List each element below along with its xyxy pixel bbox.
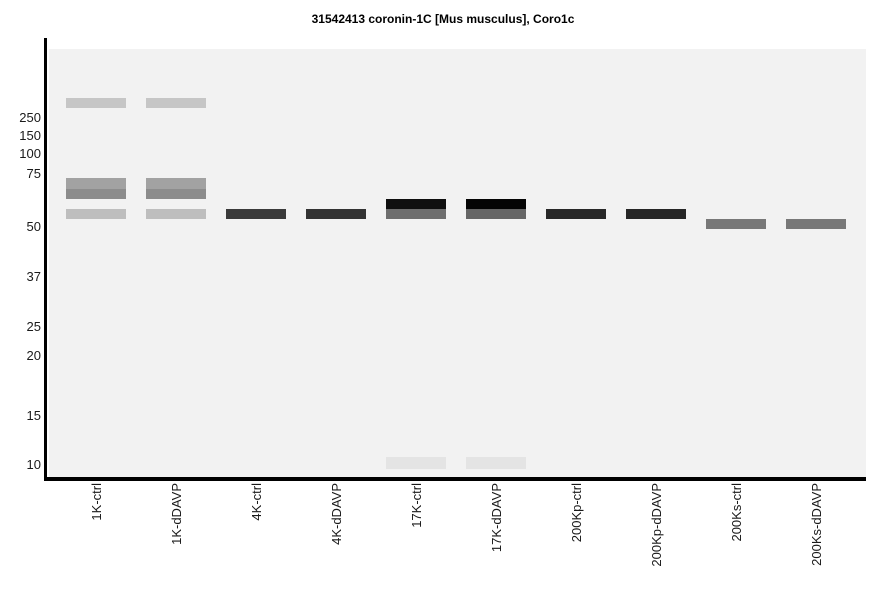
y-axis-line bbox=[44, 38, 47, 481]
lane-label: 200Kp-ctrl bbox=[568, 483, 584, 543]
mw-marker-label: 100 bbox=[19, 146, 41, 161]
lane-label: 200Ks-ctrl bbox=[728, 483, 744, 542]
gel-band bbox=[306, 209, 366, 219]
gel-band bbox=[386, 209, 446, 219]
lane-label: 200Kp-dDAVP bbox=[648, 483, 664, 567]
mw-marker-label: 25 bbox=[26, 319, 41, 334]
mw-marker-label: 50 bbox=[26, 219, 41, 234]
lane-label: 17K-dDAVP bbox=[488, 483, 504, 553]
gel-band bbox=[146, 178, 206, 189]
gel-band bbox=[546, 209, 606, 219]
gel-band bbox=[146, 98, 206, 108]
gel-band bbox=[786, 219, 846, 229]
gel-band bbox=[66, 209, 126, 219]
gel-band bbox=[706, 219, 766, 229]
gel-band bbox=[146, 189, 206, 199]
lane-label: 4K-dDAVP bbox=[328, 483, 344, 545]
lane-label: 17K-ctrl bbox=[408, 483, 424, 528]
gel-band bbox=[146, 209, 206, 219]
mw-marker-label: 10 bbox=[26, 457, 41, 472]
chart-title: 31542413 coronin-1C [Mus musculus], Coro… bbox=[311, 12, 575, 26]
gel-band bbox=[226, 209, 286, 219]
lane-label: 1K-dDAVP bbox=[168, 483, 184, 545]
gel-plot-area bbox=[49, 49, 866, 477]
mw-marker-label: 75 bbox=[26, 166, 41, 181]
mw-marker-label: 250 bbox=[19, 110, 41, 125]
gel-band bbox=[466, 199, 526, 209]
lane-label: 200Ks-dDAVP bbox=[808, 483, 824, 566]
gel-band bbox=[66, 178, 126, 189]
gel-band bbox=[66, 98, 126, 108]
gel-band bbox=[466, 209, 526, 219]
mw-marker-label: 150 bbox=[19, 128, 41, 143]
lane-label: 4K-ctrl bbox=[248, 483, 264, 521]
gel-band bbox=[466, 457, 526, 469]
gel-band bbox=[626, 209, 686, 219]
mw-marker-label: 15 bbox=[26, 408, 41, 423]
lane-label: 1K-ctrl bbox=[88, 483, 104, 521]
gel-band bbox=[386, 199, 446, 209]
mw-marker-label: 20 bbox=[26, 348, 41, 363]
mw-marker-label: 37 bbox=[26, 269, 41, 284]
gel-band bbox=[66, 189, 126, 199]
x-axis-line bbox=[44, 477, 866, 481]
gel-band bbox=[386, 457, 446, 469]
